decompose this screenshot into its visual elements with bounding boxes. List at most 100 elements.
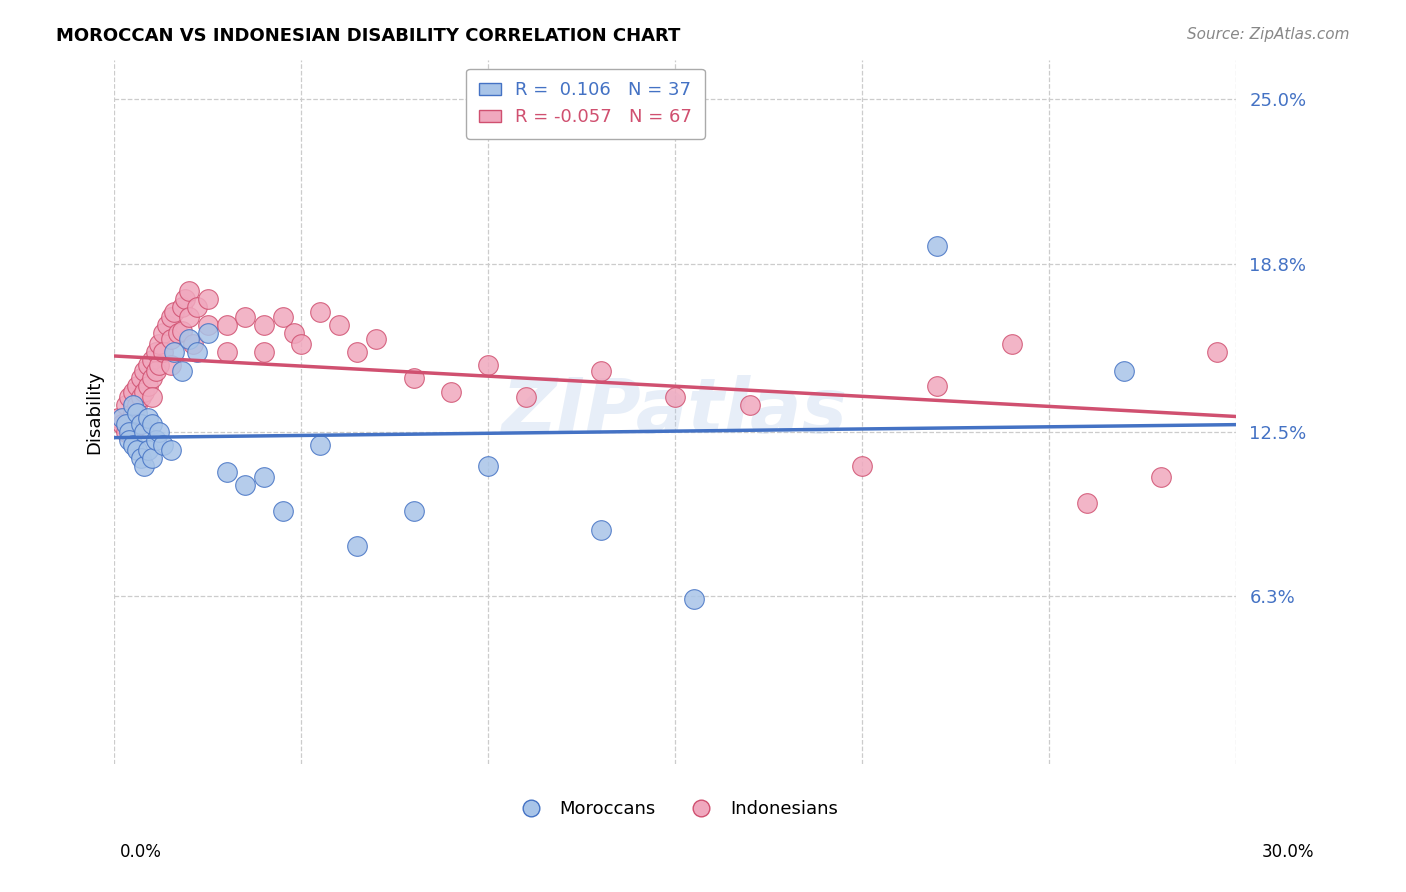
Point <box>215 465 238 479</box>
Point <box>118 425 141 439</box>
Point <box>1150 470 1173 484</box>
Point <box>925 238 948 252</box>
Point <box>170 300 193 314</box>
Point <box>129 417 152 431</box>
Point <box>111 411 134 425</box>
Point <box>125 406 148 420</box>
Point <box>925 379 948 393</box>
Point <box>129 371 152 385</box>
Point <box>215 345 238 359</box>
Point <box>346 539 368 553</box>
Point <box>402 371 425 385</box>
Point <box>290 337 312 351</box>
Y-axis label: Disability: Disability <box>86 369 103 454</box>
Point <box>122 438 145 452</box>
Point <box>402 504 425 518</box>
Point <box>170 363 193 377</box>
Point <box>271 310 294 325</box>
Point <box>215 318 238 333</box>
Point <box>148 358 170 372</box>
Point <box>141 352 163 367</box>
Point <box>186 345 208 359</box>
Point <box>163 305 186 319</box>
Point <box>179 332 201 346</box>
Legend: Moroccans, Indonesians: Moroccans, Indonesians <box>506 793 845 825</box>
Point <box>129 390 152 404</box>
Point <box>589 363 612 377</box>
Point <box>125 379 148 393</box>
Point <box>107 411 129 425</box>
Point <box>233 477 256 491</box>
Point <box>114 425 136 439</box>
Point <box>125 443 148 458</box>
Point <box>197 292 219 306</box>
Point <box>152 326 174 341</box>
Point <box>148 425 170 439</box>
Point <box>148 337 170 351</box>
Point <box>141 390 163 404</box>
Point <box>141 417 163 431</box>
Point <box>156 318 179 333</box>
Point <box>152 438 174 452</box>
Point <box>134 425 156 439</box>
Point <box>181 337 204 351</box>
Point <box>118 417 141 431</box>
Text: MOROCCAN VS INDONESIAN DISABILITY CORRELATION CHART: MOROCCAN VS INDONESIAN DISABILITY CORREL… <box>56 27 681 45</box>
Point <box>197 326 219 341</box>
Point <box>179 310 201 325</box>
Point <box>253 470 276 484</box>
Point <box>589 523 612 537</box>
Point <box>515 390 537 404</box>
Point <box>136 379 159 393</box>
Point <box>129 417 152 431</box>
Point <box>152 345 174 359</box>
Point <box>197 318 219 333</box>
Point <box>114 417 136 431</box>
Point <box>122 425 145 439</box>
Point <box>141 371 163 385</box>
Point <box>271 504 294 518</box>
Text: 30.0%: 30.0% <box>1263 843 1315 861</box>
Point <box>136 358 159 372</box>
Point <box>683 592 706 607</box>
Point <box>738 398 761 412</box>
Point <box>170 324 193 338</box>
Point <box>477 459 499 474</box>
Point <box>122 384 145 399</box>
Point <box>134 384 156 399</box>
Point <box>174 292 197 306</box>
Point <box>145 363 167 377</box>
Point <box>136 411 159 425</box>
Point <box>129 451 152 466</box>
Point <box>159 332 181 346</box>
Point <box>366 332 388 346</box>
Point <box>134 459 156 474</box>
Point <box>145 433 167 447</box>
Point <box>122 406 145 420</box>
Point <box>118 390 141 404</box>
Point <box>163 345 186 359</box>
Point <box>186 300 208 314</box>
Point <box>159 443 181 458</box>
Point <box>114 398 136 412</box>
Point <box>233 310 256 325</box>
Point <box>122 398 145 412</box>
Text: 0.0%: 0.0% <box>120 843 162 861</box>
Point <box>1076 496 1098 510</box>
Point <box>179 284 201 298</box>
Point <box>134 363 156 377</box>
Point <box>125 398 148 412</box>
Point <box>664 390 686 404</box>
Point <box>253 345 276 359</box>
Point <box>309 305 332 319</box>
Point <box>159 358 181 372</box>
Text: ZIPatlas: ZIPatlas <box>502 375 848 449</box>
Point <box>159 310 181 325</box>
Point <box>1112 363 1135 377</box>
Text: Source: ZipAtlas.com: Source: ZipAtlas.com <box>1187 27 1350 42</box>
Point <box>309 438 332 452</box>
Point <box>1001 337 1024 351</box>
Point <box>118 433 141 447</box>
Point <box>145 345 167 359</box>
Point <box>283 326 305 341</box>
